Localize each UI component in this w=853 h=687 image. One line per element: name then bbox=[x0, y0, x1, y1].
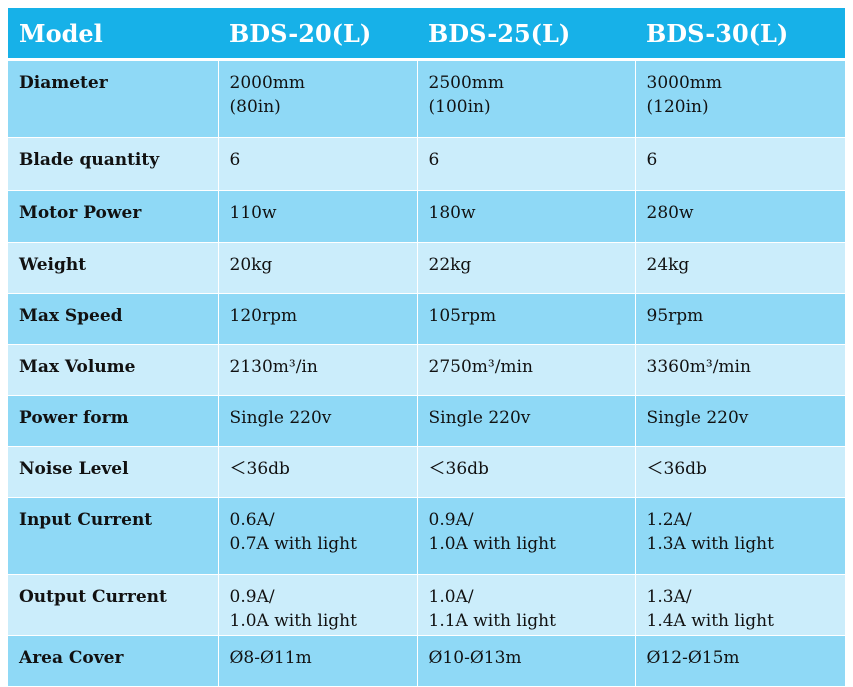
row-label-motor-power: Motor Power bbox=[8, 190, 219, 243]
row-label-input-current: Input Current bbox=[8, 497, 219, 575]
table-cell: 3360m³/min bbox=[635, 344, 845, 396]
row-label-noise-level: Noise Level bbox=[8, 446, 219, 498]
table-cell: 6 bbox=[218, 137, 418, 191]
table-cell: 20kg bbox=[218, 242, 418, 294]
table-cell: 2750m³/min bbox=[417, 344, 636, 396]
header-row: Model BDS-20(L) BDS-25(L) BDS-30(L) bbox=[8, 8, 845, 61]
table-cell: 1.3A/ 1.4A with light bbox=[635, 574, 845, 636]
table-cell: 105rpm bbox=[417, 293, 636, 345]
table-row: Output Current 0.9A/ 1.0A with light 1.0… bbox=[8, 574, 845, 636]
row-label-output-current: Output Current bbox=[8, 574, 219, 636]
table-cell: Ø8-Ø11m bbox=[218, 635, 418, 687]
row-label-max-volume: Max Volume bbox=[8, 344, 219, 396]
table-cell: Single 220v bbox=[635, 395, 845, 447]
table-cell: 3000mm (120in) bbox=[635, 59, 845, 138]
table-cell: Ø10-Ø13m bbox=[417, 635, 636, 687]
table-cell: ＜36db bbox=[635, 446, 845, 498]
table-cell: ＜36db bbox=[417, 446, 636, 498]
table-cell: 110w bbox=[218, 190, 418, 243]
table-cell: 2000mm (80in) bbox=[218, 59, 418, 138]
table-cell: 180w bbox=[417, 190, 636, 243]
table-row: Motor Power 110w 180w 280w bbox=[8, 190, 845, 243]
table-cell: 95rpm bbox=[635, 293, 845, 345]
table-cell: 2130m³/in bbox=[218, 344, 418, 396]
table-cell: 6 bbox=[417, 137, 636, 191]
row-label-max-speed: Max Speed bbox=[8, 293, 219, 345]
table-row: Noise Level ＜36db ＜36db ＜36db bbox=[8, 446, 845, 498]
row-label-diameter: Diameter bbox=[8, 59, 219, 138]
header-bds-25l: BDS-25(L) bbox=[417, 8, 635, 61]
row-label-area-cover: Area Cover bbox=[8, 635, 219, 687]
table-cell: 280w bbox=[635, 190, 845, 243]
table-row: Weight 20kg 22kg 24kg bbox=[8, 242, 845, 294]
table-cell: Ø12-Ø15m bbox=[635, 635, 845, 687]
row-label-blade-quantity: Blade quantity bbox=[8, 137, 219, 191]
table-cell: 0.6A/ 0.7A with light bbox=[218, 497, 418, 575]
row-label-power-form: Power form bbox=[8, 395, 219, 447]
table-cell: 2500mm (100in) bbox=[417, 59, 636, 138]
table-row: Input Current 0.6A/ 0.7A with light 0.9A… bbox=[8, 497, 845, 575]
row-label-weight: Weight bbox=[8, 242, 219, 294]
header-bds-20l: BDS-20(L) bbox=[218, 8, 417, 61]
table-cell: 1.2A/ 1.3A with light bbox=[635, 497, 845, 575]
header-model: Model bbox=[8, 8, 218, 61]
table-cell: 1.0A/ 1.1A with light bbox=[417, 574, 636, 636]
table-cell: ＜36db bbox=[218, 446, 418, 498]
header-bds-30l: BDS-30(L) bbox=[635, 8, 845, 61]
table-row: Max Volume 2130m³/in 2750m³/min 3360m³/m… bbox=[8, 344, 845, 396]
table-cell: 0.9A/ 1.0A with light bbox=[417, 497, 636, 575]
table-cell: 24kg bbox=[635, 242, 845, 294]
table-row: Diameter 2000mm (80in) 2500mm (100in) 30… bbox=[8, 59, 845, 138]
table-cell: 6 bbox=[635, 137, 845, 191]
table-row: Max Speed 120rpm 105rpm 95rpm bbox=[8, 293, 845, 345]
table-cell: 22kg bbox=[417, 242, 636, 294]
table-row: Power form Single 220v Single 220v Singl… bbox=[8, 395, 845, 447]
table-cell: 0.9A/ 1.0A with light bbox=[218, 574, 418, 636]
spec-table: Model BDS-20(L) BDS-25(L) BDS-30(L) Diam… bbox=[8, 8, 845, 687]
table-row: Area Cover Ø8-Ø11m Ø10-Ø13m Ø12-Ø15m bbox=[8, 635, 845, 687]
table-cell: Single 220v bbox=[417, 395, 636, 447]
table-cell: Single 220v bbox=[218, 395, 418, 447]
table-cell: 120rpm bbox=[218, 293, 418, 345]
table-row: Blade quantity 6 6 6 bbox=[8, 137, 845, 191]
